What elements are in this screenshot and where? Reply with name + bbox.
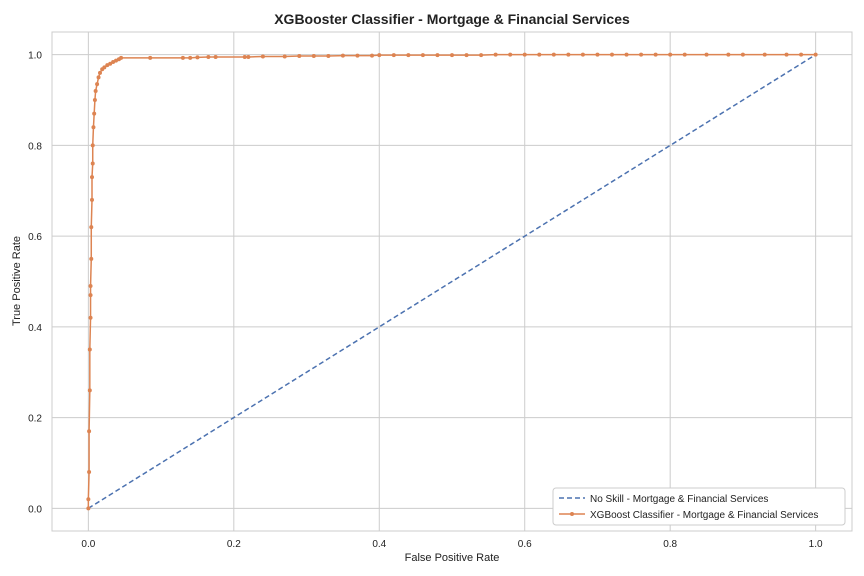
xgboost-roc-point — [464, 53, 469, 58]
x-tick-label: 0.8 — [663, 539, 677, 550]
y-tick-label: 0.2 — [28, 414, 42, 425]
xgboost-roc-point — [213, 54, 218, 59]
y-tick-label: 1.0 — [28, 51, 42, 62]
xgboost-roc-point — [740, 52, 745, 57]
xgboost-roc-point — [87, 347, 92, 352]
xgboost-roc-point — [799, 52, 804, 57]
xgboost-roc-point — [340, 53, 345, 58]
xgboost-roc-point — [195, 55, 200, 60]
xgboost-roc-point — [119, 55, 124, 60]
xgboost-roc-point — [537, 52, 542, 57]
xgboost-roc-point — [580, 52, 585, 57]
xgboost-roc-point — [86, 497, 91, 502]
xgboost-roc-point — [813, 52, 818, 57]
xgboost-roc-point — [639, 52, 644, 57]
xgboost-roc-point — [326, 54, 331, 59]
xgboost-roc-point — [88, 284, 93, 289]
legend-box — [552, 487, 846, 526]
series-layer — [86, 52, 818, 511]
xgboost-roc-point — [391, 53, 396, 58]
xgboost-roc-point — [180, 55, 185, 60]
legend: No Skill - Mortgage & Financial Services… — [552, 487, 846, 526]
xgboost-roc-point — [762, 52, 767, 57]
xgboost-roc-point — [653, 52, 658, 57]
legend-no-skill-label: No Skill - Mortgage & Financial Services — [590, 494, 768, 505]
y-tick-label: 0.4 — [28, 323, 42, 334]
xgboost-roc-point — [246, 54, 251, 59]
xgboost-roc-point — [377, 53, 382, 58]
legend-xgboost-label: XGBoost Classifier - Mortgage & Financia… — [590, 510, 818, 521]
xgboost-roc-point — [92, 111, 97, 116]
xgboost-roc-point — [610, 52, 614, 57]
xgboost-roc-point — [90, 143, 95, 148]
xgboost-roc-point — [624, 52, 629, 57]
xgboost-roc-point — [682, 52, 687, 57]
xgboost-roc-point — [370, 53, 374, 58]
xgboost-roc-point — [108, 61, 113, 66]
xgboost-roc-point — [508, 52, 513, 57]
xgboost-roc-point — [93, 88, 98, 93]
xgboost-roc-point — [355, 53, 360, 58]
xgboost-roc-point — [96, 75, 101, 80]
xgboost-roc-point — [260, 54, 265, 59]
xgboost-roc-point — [311, 54, 316, 59]
x-tick-label: 0.4 — [372, 539, 386, 550]
xgboost-roc-point — [282, 54, 287, 59]
xgboost-roc-point — [566, 52, 571, 57]
xgboost-roc-point — [92, 98, 97, 103]
xgboost-roc-point — [188, 55, 193, 60]
xgboost-roc-point — [88, 315, 93, 320]
xgboost-roc-point — [98, 70, 102, 75]
xgboost-roc-point — [551, 52, 556, 57]
y-axis-label: True Positive Rate — [11, 236, 23, 326]
no-skill-line — [87, 54, 817, 509]
xgboost-roc-point — [206, 54, 211, 59]
x-axis-label: False Positive Rate — [405, 552, 500, 564]
y-tick-label: 0.6 — [28, 232, 42, 243]
xgboost-roc-point — [90, 197, 94, 202]
xgboost-roc-point — [95, 82, 100, 87]
legend-xgboost-marker — [570, 512, 574, 516]
xgboost-roc-point — [90, 175, 94, 180]
xgboost-roc-point — [88, 293, 93, 298]
xgboost-roc-point — [420, 53, 425, 58]
xgboost-roc-point — [87, 429, 92, 434]
xgboost-roc-point — [91, 125, 96, 130]
x-tick-label: 1.0 — [809, 539, 823, 550]
xgboost-roc-point — [726, 52, 731, 57]
y-tick-label: 0.0 — [28, 504, 42, 515]
xgboost-roc-point — [493, 52, 498, 57]
x-tick-label: 0.2 — [227, 539, 241, 550]
xgboost-roc-point — [102, 65, 107, 70]
xgboost-roc-point — [87, 470, 92, 475]
xgboost-roc-point — [89, 225, 94, 230]
xgboost-roc-point — [406, 53, 411, 58]
xgboost-roc-point — [450, 53, 454, 58]
xgboost-roc-point — [595, 52, 600, 57]
y-tick-label: 0.8 — [28, 141, 42, 152]
y-axis-ticks: 0.0 0.2 0.4 0.6 0.8 1.0 — [28, 51, 42, 516]
xgboost-roc-point — [148, 55, 153, 60]
xgboost-roc-point — [242, 54, 247, 59]
xgboost-roc-point — [522, 52, 527, 57]
x-axis-ticks: 0.0 0.2 0.4 0.6 0.8 1.0 — [81, 539, 823, 550]
xgboost-roc-point — [86, 506, 91, 511]
xgboost-roc-point — [479, 53, 484, 58]
chart-title: XGBooster Classifier - Mortgage & Financ… — [274, 11, 630, 27]
xgboost-roc-point — [89, 256, 94, 261]
xgboost-roc-point — [87, 388, 92, 393]
xgboost-roc-point — [704, 52, 709, 57]
xgboost-roc-point — [435, 53, 440, 58]
x-tick-label: 0.0 — [81, 539, 95, 550]
xgboost-roc-point — [668, 52, 673, 57]
xgboost-roc-point — [90, 161, 95, 166]
xgboost-roc-point — [297, 54, 302, 59]
xgboost-roc-point — [784, 52, 789, 57]
x-tick-label: 0.6 — [518, 539, 532, 550]
